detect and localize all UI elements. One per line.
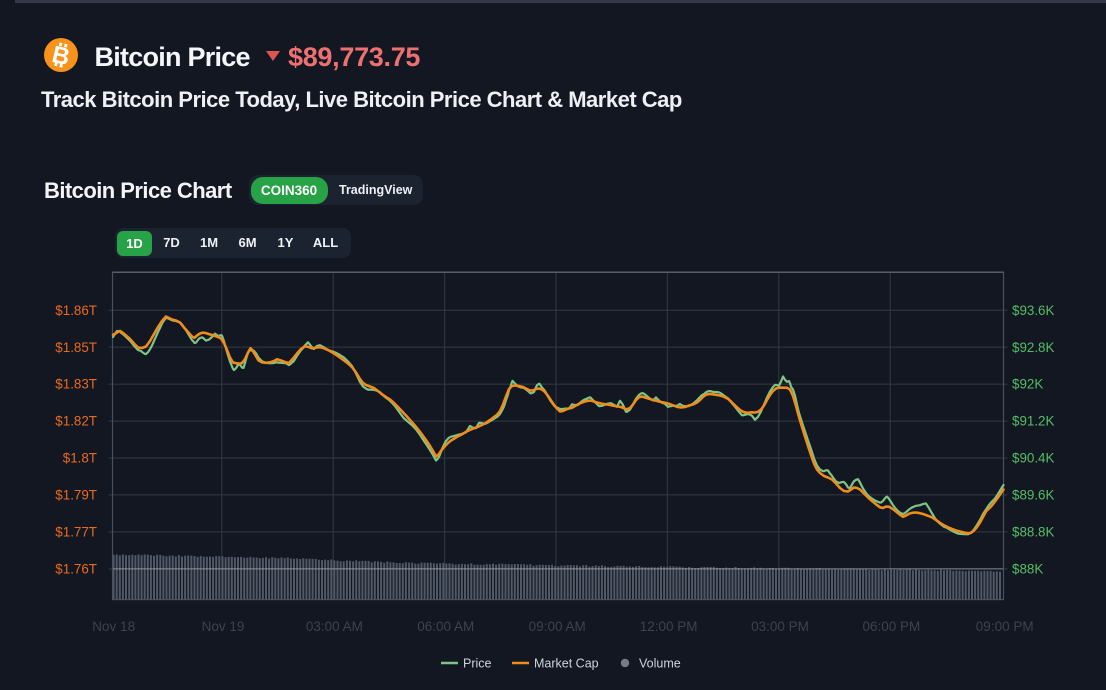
svg-text:$93.6K: $93.6K [1012, 303, 1055, 318]
svg-text:$1.85T: $1.85T [55, 340, 97, 355]
svg-text:Price: Price [463, 657, 492, 671]
svg-text:$1.79T: $1.79T [55, 488, 97, 503]
svg-text:03:00 PM: 03:00 PM [751, 619, 809, 634]
svg-text:$90.4K: $90.4K [1012, 451, 1055, 466]
svg-text:$91.2K: $91.2K [1012, 414, 1055, 429]
svg-text:09:00 PM: 09:00 PM [976, 619, 1034, 634]
svg-text:$1.86T: $1.86T [55, 303, 97, 318]
svg-text:$1.77T: $1.77T [55, 525, 97, 540]
svg-text:$1.83T: $1.83T [55, 377, 97, 392]
svg-text:$1.82T: $1.82T [55, 414, 97, 429]
svg-text:09:00 AM: 09:00 AM [529, 619, 586, 634]
svg-text:Nov 19: Nov 19 [202, 619, 245, 634]
svg-text:Volume: Volume [639, 657, 681, 671]
svg-text:06:00 AM: 06:00 AM [417, 619, 474, 634]
svg-text:$92.8K: $92.8K [1012, 340, 1055, 355]
svg-text:$88K: $88K [1012, 562, 1043, 577]
svg-text:Nov 18: Nov 18 [92, 619, 135, 634]
svg-text:$88.8K: $88.8K [1012, 525, 1055, 540]
svg-text:06:00 PM: 06:00 PM [863, 619, 921, 634]
svg-text:03:00 AM: 03:00 AM [306, 619, 363, 634]
svg-text:$1.76T: $1.76T [55, 562, 97, 577]
svg-text:$1.8T: $1.8T [63, 451, 97, 466]
svg-text:Market Cap: Market Cap [534, 657, 599, 671]
svg-text:$92K: $92K [1012, 377, 1043, 392]
svg-text:$89.6K: $89.6K [1012, 488, 1055, 503]
svg-text:12:00 PM: 12:00 PM [640, 619, 698, 634]
